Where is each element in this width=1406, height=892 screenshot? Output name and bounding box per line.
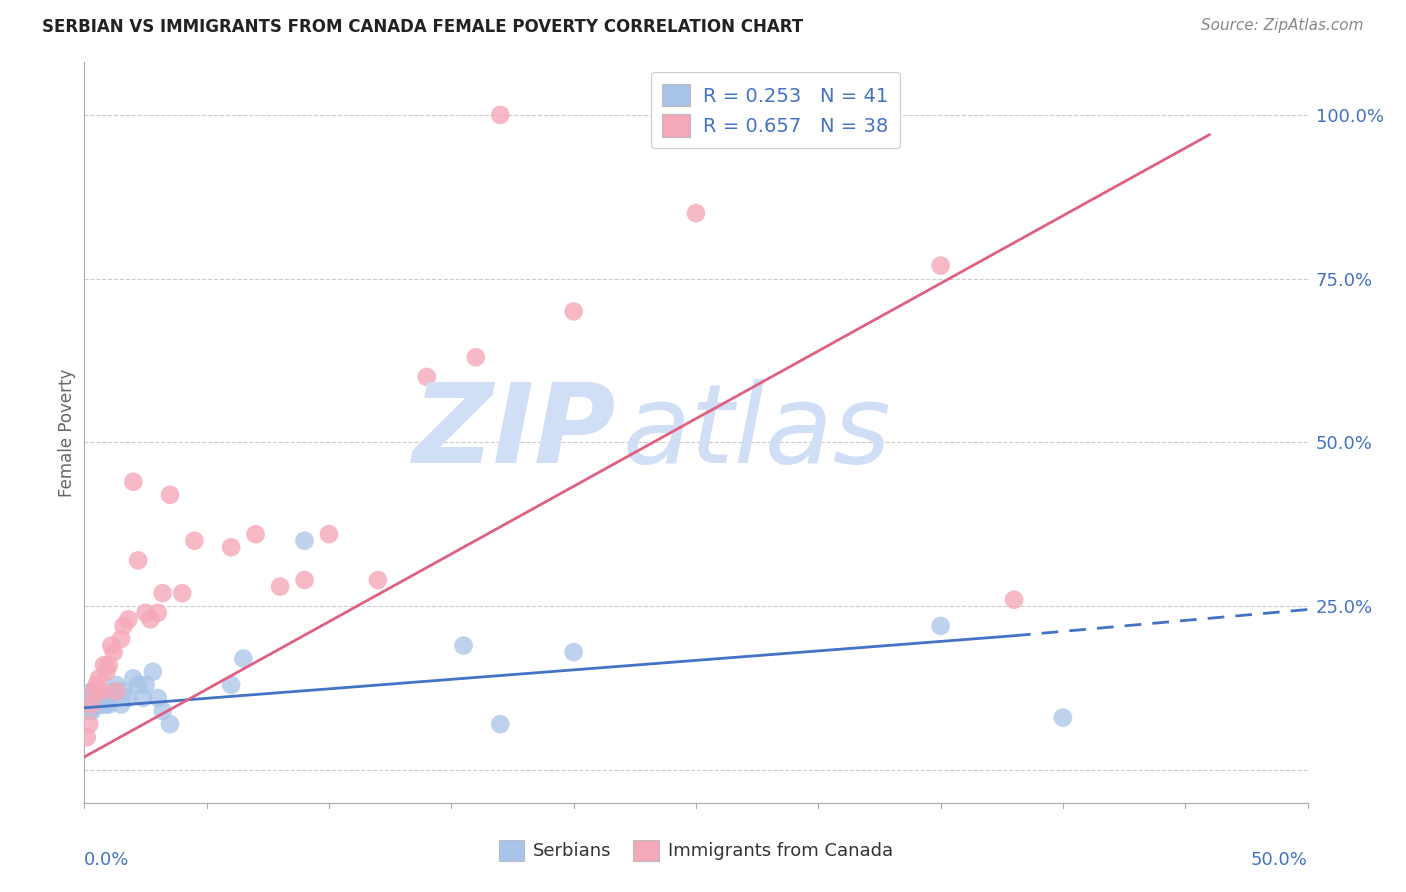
Point bbox=[87, 698, 110, 712]
Point bbox=[80, 704, 103, 718]
Point bbox=[929, 619, 952, 633]
Point bbox=[159, 488, 181, 502]
Point bbox=[80, 684, 103, 698]
Point bbox=[86, 684, 108, 698]
Point bbox=[83, 684, 105, 698]
Text: 50.0%: 50.0% bbox=[1251, 851, 1308, 869]
Point bbox=[159, 717, 181, 731]
Point bbox=[127, 678, 149, 692]
Point bbox=[110, 632, 132, 646]
Point bbox=[132, 690, 155, 705]
Point bbox=[93, 690, 115, 705]
Point bbox=[110, 698, 132, 712]
Point bbox=[294, 533, 316, 548]
Point bbox=[87, 671, 110, 685]
Point bbox=[83, 690, 105, 705]
Point bbox=[146, 606, 169, 620]
Point bbox=[112, 684, 135, 698]
Legend: Serbians, Immigrants from Canada: Serbians, Immigrants from Canada bbox=[492, 832, 900, 868]
Point bbox=[90, 684, 112, 698]
Point bbox=[183, 533, 205, 548]
Point bbox=[562, 645, 585, 659]
Text: SERBIAN VS IMMIGRANTS FROM CANADA FEMALE POVERTY CORRELATION CHART: SERBIAN VS IMMIGRANTS FROM CANADA FEMALE… bbox=[42, 18, 803, 36]
Point bbox=[97, 698, 120, 712]
Point bbox=[103, 684, 125, 698]
Text: atlas: atlas bbox=[623, 379, 891, 486]
Point bbox=[117, 612, 139, 626]
Point bbox=[80, 698, 103, 712]
Point bbox=[1002, 592, 1025, 607]
Point bbox=[117, 690, 139, 705]
Point bbox=[112, 619, 135, 633]
Point bbox=[76, 698, 98, 712]
Point bbox=[86, 678, 108, 692]
Point bbox=[90, 690, 112, 705]
Point bbox=[77, 704, 100, 718]
Point bbox=[122, 475, 145, 489]
Point bbox=[86, 698, 108, 712]
Point bbox=[489, 717, 512, 731]
Point bbox=[135, 678, 157, 692]
Text: Source: ZipAtlas.com: Source: ZipAtlas.com bbox=[1201, 18, 1364, 33]
Point bbox=[100, 690, 122, 705]
Text: ZIP: ZIP bbox=[413, 379, 616, 486]
Point bbox=[105, 678, 128, 692]
Point bbox=[135, 606, 157, 620]
Point bbox=[83, 698, 105, 712]
Point bbox=[97, 690, 120, 705]
Point bbox=[76, 731, 98, 745]
Point bbox=[87, 690, 110, 705]
Point bbox=[219, 541, 242, 555]
Point bbox=[146, 690, 169, 705]
Point bbox=[1052, 711, 1074, 725]
Point bbox=[367, 573, 389, 587]
Point bbox=[103, 645, 125, 659]
Point bbox=[100, 639, 122, 653]
Point bbox=[93, 698, 115, 712]
Point bbox=[97, 658, 120, 673]
Point bbox=[76, 690, 98, 705]
Point bbox=[77, 698, 100, 712]
Text: 0.0%: 0.0% bbox=[84, 851, 129, 869]
Point bbox=[219, 678, 242, 692]
Point bbox=[93, 658, 115, 673]
Point bbox=[464, 351, 486, 365]
Point bbox=[90, 698, 112, 712]
Y-axis label: Female Poverty: Female Poverty bbox=[58, 368, 76, 497]
Point bbox=[245, 527, 267, 541]
Point bbox=[172, 586, 194, 600]
Point bbox=[294, 573, 316, 587]
Point bbox=[77, 717, 100, 731]
Point bbox=[152, 586, 174, 600]
Point bbox=[232, 651, 254, 665]
Point bbox=[416, 370, 439, 384]
Point bbox=[562, 304, 585, 318]
Point bbox=[139, 612, 162, 626]
Point bbox=[105, 684, 128, 698]
Point bbox=[96, 665, 118, 679]
Point bbox=[96, 698, 118, 712]
Point bbox=[127, 553, 149, 567]
Point bbox=[489, 108, 512, 122]
Point bbox=[122, 671, 145, 685]
Point bbox=[685, 206, 707, 220]
Point bbox=[318, 527, 340, 541]
Point bbox=[929, 259, 952, 273]
Point bbox=[269, 580, 291, 594]
Point bbox=[142, 665, 165, 679]
Point bbox=[453, 639, 475, 653]
Point bbox=[152, 704, 174, 718]
